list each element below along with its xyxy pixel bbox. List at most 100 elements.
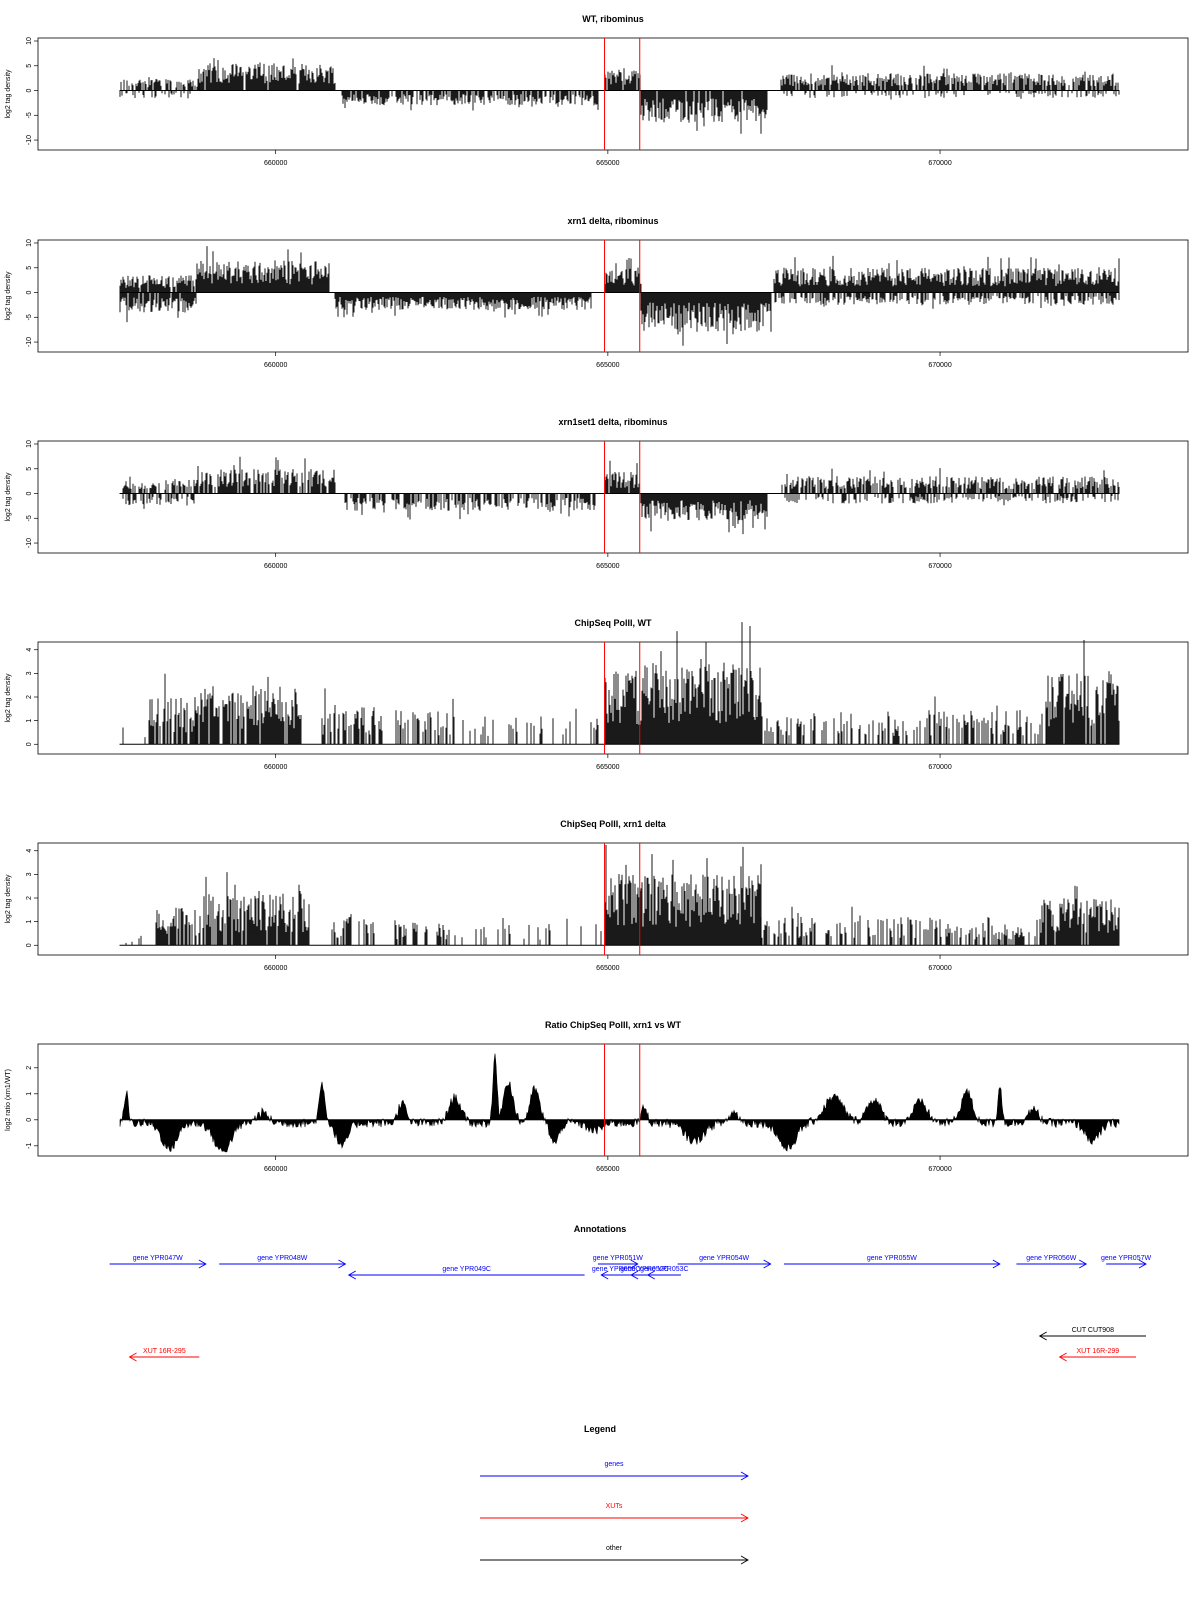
y-tick-label: -5 — [26, 112, 33, 118]
series-bars — [341, 90, 599, 111]
series-bars — [155, 907, 201, 946]
feature-arrow — [1058, 1352, 1137, 1362]
series-bars — [781, 468, 1120, 494]
series-bars — [640, 622, 762, 745]
series-bars — [604, 670, 641, 745]
y-tick-label: -10 — [26, 337, 33, 347]
series-bars — [640, 292, 772, 346]
x-tick-label: 665000 — [596, 362, 619, 369]
series-bars — [604, 460, 640, 494]
legend-label: genes — [604, 1461, 624, 1468]
x-tick-label: 670000 — [928, 764, 951, 771]
x-tick-label: 665000 — [596, 764, 619, 771]
plot-frame — [37, 842, 1189, 956]
series-bars — [122, 727, 146, 745]
series-bars — [119, 292, 197, 323]
feature-label: gene YPR056W — [1026, 1255, 1076, 1262]
x-tick-label: 660000 — [264, 1166, 287, 1173]
arrow-head-icon — [646, 1270, 655, 1280]
y-tick-label: 5 — [26, 64, 33, 68]
y-tick-label: 1 — [26, 1092, 33, 1096]
x-tick-label: 665000 — [596, 1166, 619, 1173]
feature-label: CUT CUT908 — [1072, 1327, 1114, 1334]
y-tick-label: 1 — [26, 719, 33, 723]
series-bars — [640, 846, 762, 946]
feature-label: XUT 16R-299 — [1076, 1348, 1119, 1355]
series-bars — [122, 476, 197, 494]
series-bars — [640, 493, 768, 535]
y-tick-label: 2 — [26, 896, 33, 900]
panel-title: xrn1set1 delta, ribominus — [558, 417, 667, 427]
y-axis-label: log2 tag density — [5, 472, 12, 522]
series-bars — [331, 914, 375, 946]
series-bars — [394, 920, 456, 946]
y-tick-label: 0 — [26, 1118, 33, 1122]
feature-arrow — [219, 1259, 347, 1269]
series-bars — [640, 90, 768, 134]
arrow-head-icon — [128, 1352, 137, 1362]
series-bars — [761, 696, 941, 745]
x-tick-label: 660000 — [264, 764, 287, 771]
series-bars — [198, 58, 336, 91]
legend-label: other — [606, 1545, 623, 1552]
legend-label: XUTs — [606, 1503, 623, 1510]
x-tick-label: 670000 — [928, 160, 951, 167]
y-tick-label: 1 — [26, 920, 33, 924]
feature-label: gene YPR048W — [257, 1255, 307, 1262]
x-tick-label: 660000 — [264, 362, 287, 369]
arrow-head-icon — [1138, 1259, 1147, 1269]
series-bars — [780, 65, 1119, 91]
panel-title: ChipSeq PolII, xrn1 delta — [560, 819, 667, 829]
feature-arrow — [109, 1259, 207, 1269]
feature-label: gene YPR052C — [620, 1266, 669, 1273]
y-tick-label: 0 — [26, 88, 33, 92]
x-tick-label: 660000 — [264, 965, 287, 972]
panel-title: WT, ribominus — [582, 14, 644, 24]
feature-label: gene YPR054W — [699, 1255, 749, 1262]
feature-label: gene YPR055W — [867, 1255, 917, 1262]
y-tick-label: 5 — [26, 266, 33, 270]
y-tick-label: -5 — [26, 515, 33, 521]
plot-frame — [37, 37, 1189, 151]
feature-arrow — [128, 1352, 200, 1362]
series-bars — [119, 275, 197, 293]
y-tick-label: 2 — [26, 1066, 33, 1070]
legend-title: Legend — [584, 1424, 616, 1434]
arrow-head-icon — [740, 1471, 749, 1481]
arrow-head-icon — [740, 1513, 749, 1523]
arrow-head-icon — [630, 1270, 639, 1280]
y-tick-label: 2 — [26, 695, 33, 699]
feature-arrow — [600, 1270, 632, 1280]
feature-arrow — [783, 1259, 1001, 1269]
y-axis-label: log2 tag density — [5, 69, 12, 119]
arrow-head-icon — [347, 1270, 356, 1280]
y-axis-label: log2 tag density — [5, 271, 12, 321]
series-bars — [344, 493, 596, 520]
series-bars — [321, 688, 383, 745]
series-bars — [395, 698, 455, 745]
panel-4: ChipSeq PolII, xrn1 delta log2 tag densit… — [5, 819, 1189, 972]
series-bars — [774, 292, 1120, 309]
panel-2: xrn1set1 delta, ribominus log2 tag densit… — [5, 417, 1189, 570]
annotations-title: Annotations — [574, 1224, 627, 1234]
series-bars — [195, 246, 330, 293]
y-tick-label: -10 — [26, 538, 33, 548]
x-tick-label: 665000 — [596, 563, 619, 570]
y-tick-label: 0 — [26, 943, 33, 947]
plot-frame — [37, 239, 1189, 353]
arrow-head-icon — [1058, 1352, 1067, 1362]
feature-arrow — [646, 1270, 681, 1280]
series-bars — [122, 493, 195, 509]
series-bars — [604, 68, 641, 91]
legend-arrow — [480, 1471, 749, 1481]
series-bars — [773, 255, 1120, 293]
arrow-head-icon — [600, 1270, 609, 1280]
feature-label: gene YPR050C — [592, 1266, 641, 1273]
arrow-head-icon — [992, 1259, 1001, 1269]
panel-5: Ratio ChipSeq PolII, xrn1 vs WT log2 rati… — [5, 1020, 1189, 1173]
y-tick-label: 10 — [26, 37, 33, 45]
y-tick-label: -1 — [26, 1143, 33, 1149]
series-bars — [1045, 640, 1120, 745]
feature-label: XUT 16R-295 — [143, 1348, 186, 1355]
x-tick-label: 670000 — [928, 563, 951, 570]
